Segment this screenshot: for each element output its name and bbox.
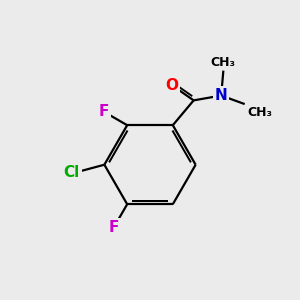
Text: N: N — [215, 88, 228, 103]
Text: Cl: Cl — [63, 165, 80, 180]
Text: CH₃: CH₃ — [247, 106, 272, 118]
Text: O: O — [165, 78, 178, 93]
Text: CH₃: CH₃ — [211, 56, 236, 69]
Text: F: F — [99, 104, 110, 119]
Text: F: F — [109, 220, 119, 235]
